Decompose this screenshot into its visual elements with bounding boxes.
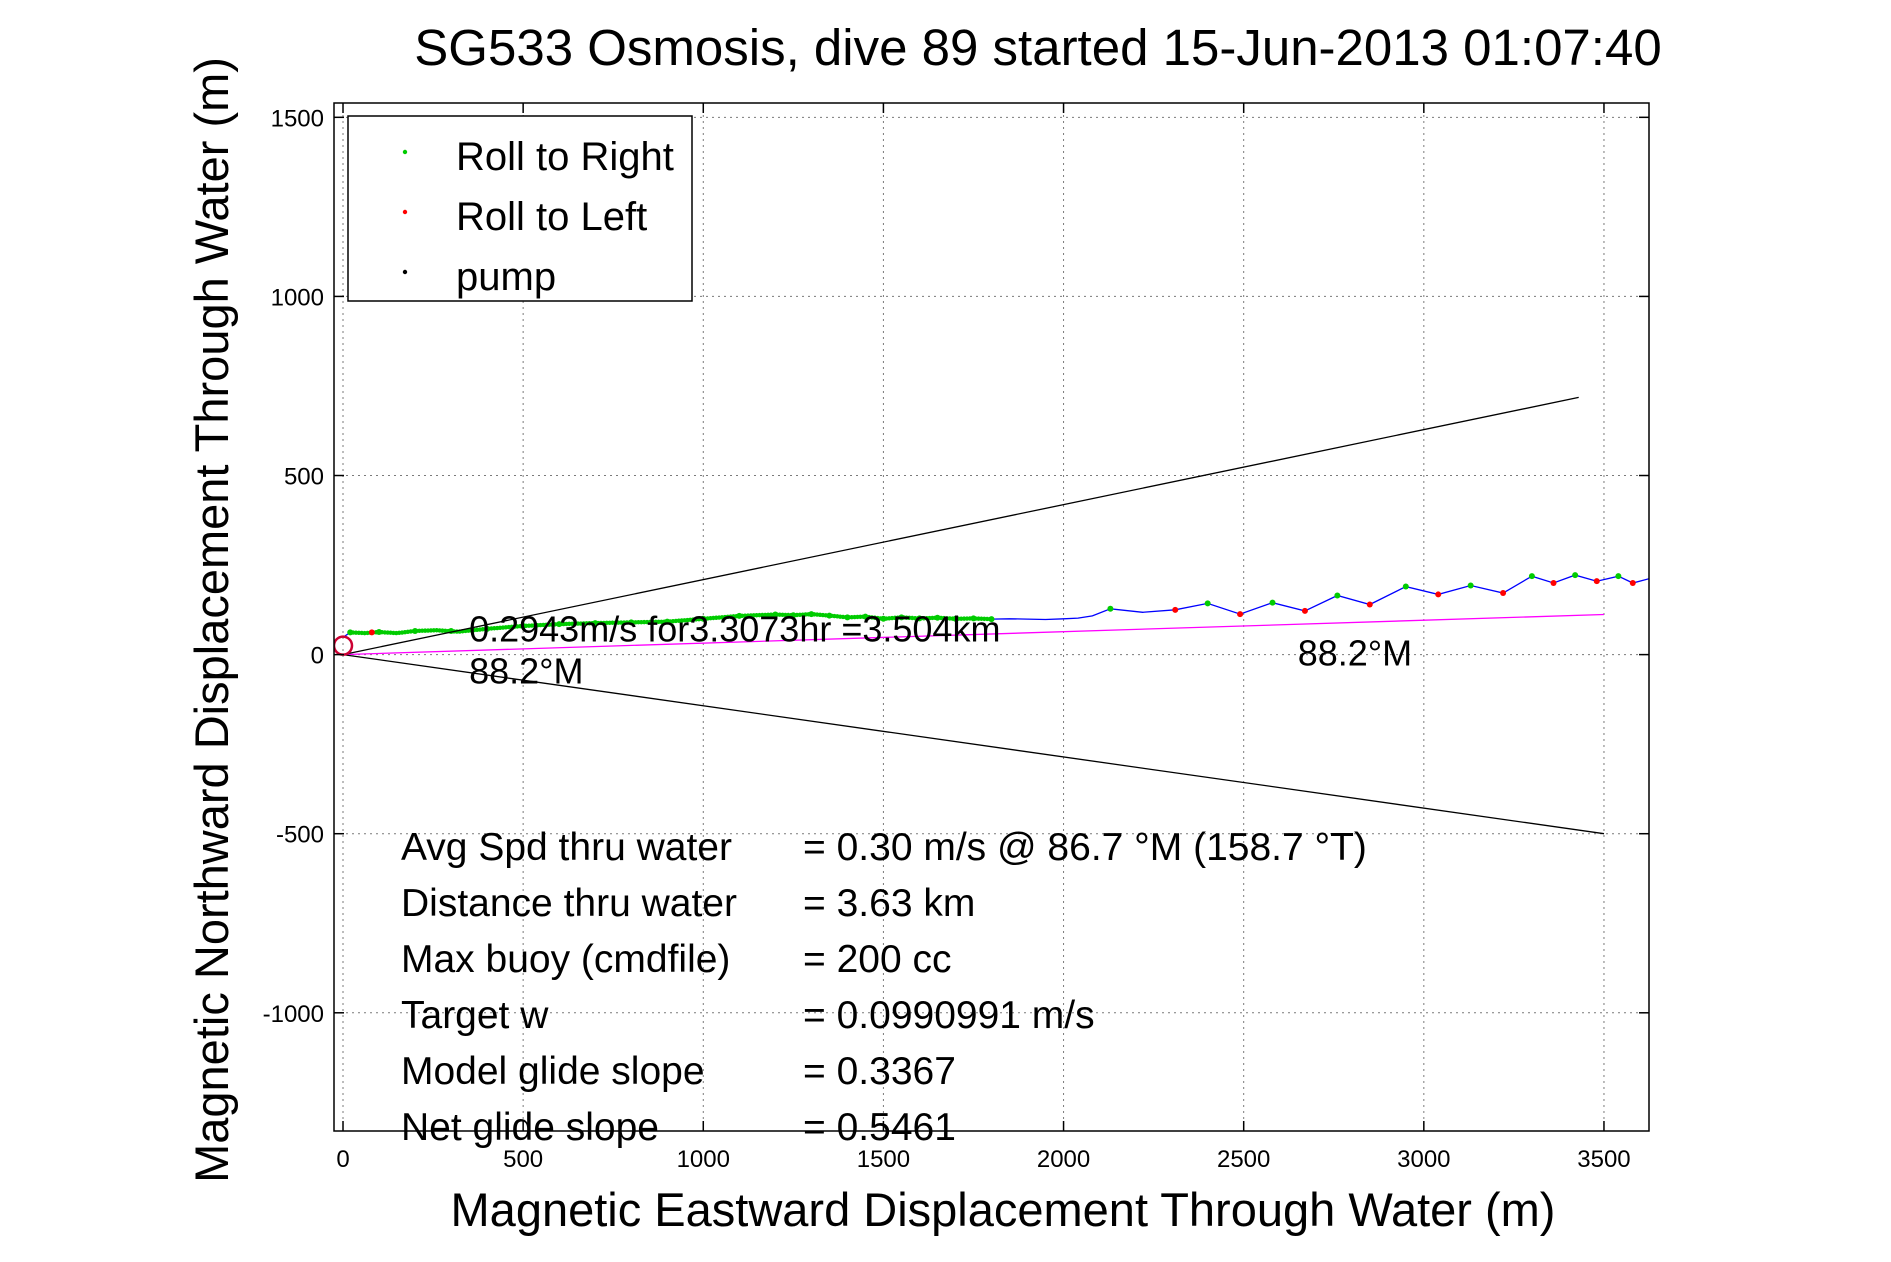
- x-tick-label: 2500: [1217, 1146, 1270, 1173]
- axes-frame: [333, 102, 1650, 1132]
- y-tick-label: -500: [276, 822, 324, 849]
- chart-annotation: 88.2°M: [469, 650, 583, 691]
- series-line: [342, 613, 1605, 656]
- data-point: [1402, 583, 1409, 590]
- stat-label: Model glide slope: [401, 1050, 705, 1093]
- data-point: [1629, 579, 1636, 586]
- x-tick-label: 500: [503, 1146, 543, 1173]
- stat-label: Avg Spd thru water: [401, 826, 732, 869]
- chart-annotation: 88.2°M: [1298, 632, 1412, 673]
- y-tick-label: 1000: [271, 284, 324, 311]
- data-point: [1237, 611, 1244, 618]
- data-point: [368, 629, 375, 636]
- legend-marker: [402, 149, 408, 155]
- data-point: [1107, 605, 1114, 612]
- data-point: [1269, 599, 1276, 606]
- stat-value: = 0.0990991 m/s: [803, 994, 1095, 1037]
- x-tick-label: 2000: [1037, 1146, 1090, 1173]
- legend-entry: Roll to Right: [456, 135, 674, 179]
- y-tick-label: 0: [311, 643, 324, 670]
- data-point: [1467, 582, 1474, 589]
- data-point: [1334, 592, 1341, 599]
- stat-value: = 0.30 m/s @ 86.7 °M (158.7 °T): [803, 826, 1367, 869]
- y-tick-label: -1000: [263, 1001, 324, 1028]
- data-point: [987, 616, 993, 622]
- x-tick-label: 3500: [1577, 1146, 1630, 1173]
- x-tick-label: 1000: [677, 1146, 730, 1173]
- data-point: [1500, 590, 1507, 597]
- x-tick-label: 0: [336, 1146, 349, 1173]
- stat-label: Target w: [401, 994, 549, 1037]
- y-tick-label: 500: [284, 464, 324, 491]
- stat-value: = 3.63 km: [803, 882, 975, 925]
- data-point: [1528, 573, 1535, 580]
- data-point: [1301, 607, 1308, 614]
- stat-value: = 0.3367: [803, 1050, 956, 1093]
- chart-title: SG533 Osmosis, dive 89 started 15-Jun-20…: [414, 19, 1661, 76]
- data-point: [1366, 601, 1373, 608]
- legend-entry: pump: [456, 255, 556, 299]
- start-marker: [334, 635, 354, 656]
- legend: Roll to Right Roll to Left pump: [347, 115, 693, 302]
- legend-marker: [402, 209, 408, 215]
- chart-annotation: 0.2943m/s for3.3073hr =3.504km: [469, 609, 1000, 650]
- y-tick-label: 1500: [271, 105, 324, 132]
- stat-label: Net glide slope: [401, 1106, 659, 1149]
- stat-label: Max buoy (cmdfile): [401, 938, 730, 981]
- stats-block: Avg Spd thru water = 0.30 m/s @ 86.7 °M (…: [401, 826, 1367, 1149]
- data-point: [1435, 591, 1442, 598]
- x-tick-label: 3000: [1397, 1146, 1450, 1173]
- x-tick-label: 1500: [857, 1146, 910, 1173]
- series-line: [342, 653, 1605, 835]
- series-line: [342, 396, 1579, 656]
- y-axis-label: Magnetic Northward Displacement Through …: [185, 57, 238, 1183]
- data-point: [1593, 578, 1600, 585]
- stat-value: = 0.5461: [803, 1106, 956, 1149]
- tick-layer: 0 500 1000 1500 2000 2500 3000 3500 -1000 -500 0 50…: [263, 103, 1649, 1173]
- data-point: [1204, 600, 1211, 607]
- data-point: [1572, 572, 1579, 579]
- stat-label: Distance thru water: [401, 882, 737, 925]
- data-point: [1615, 573, 1622, 580]
- legend-marker: [402, 269, 408, 275]
- series-layer: [334, 396, 1649, 835]
- x-axis-label: Magnetic Eastward Displacement Through W…: [451, 1183, 1556, 1236]
- stat-value: = 200 cc: [803, 938, 952, 981]
- legend-entry: Roll to Left: [456, 195, 647, 239]
- data-point: [1550, 579, 1557, 586]
- data-point: [1172, 606, 1179, 613]
